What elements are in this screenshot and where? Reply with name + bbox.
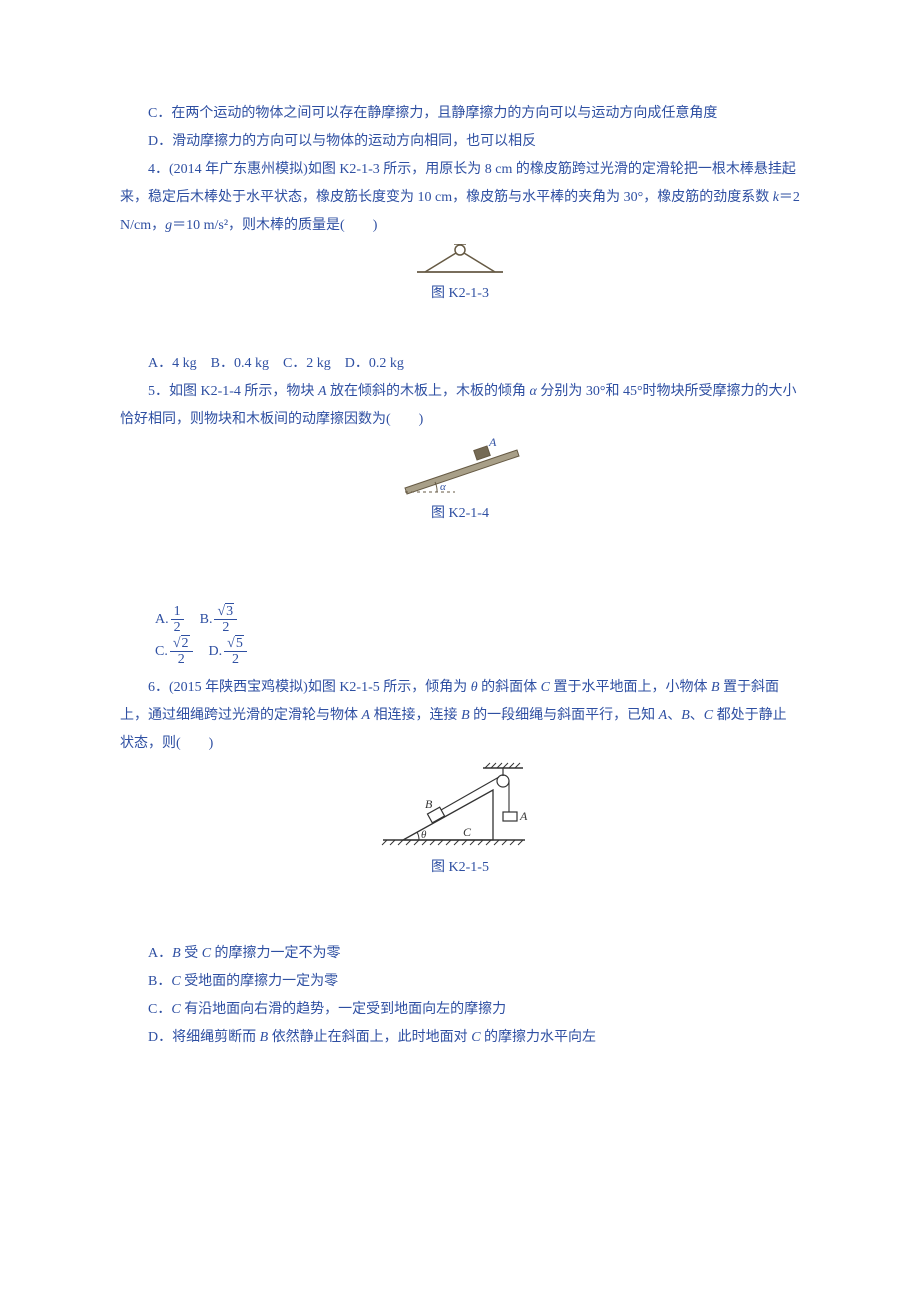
q6-opt-c-pre: C．	[148, 1002, 171, 1017]
q5-opt-d-den: 2	[224, 652, 247, 667]
q6-opt-a-mid: 受	[181, 946, 202, 961]
q6-stem-g: 、	[667, 708, 681, 723]
q5-opt-b-prefix: B.	[200, 612, 213, 627]
q6-b3: B	[681, 708, 690, 723]
q6-stem-g2: 、	[690, 708, 704, 723]
q6-option-c: C．C 有沿地面向右滑的趋势，一定受到地面向左的摩擦力	[120, 996, 800, 1024]
q6-opt-b-post: 受地面的摩擦力一定为零	[181, 974, 339, 989]
q6-opt-a-pre: A．	[148, 946, 172, 961]
q6-stem-c: 置于水平地面上，小物体	[550, 680, 711, 695]
q5-opt-d-num: 5	[224, 636, 247, 652]
q6-opt-c-post: 有沿地面向右滑的趋势，一定受到地面向左的摩擦力	[181, 1002, 507, 1017]
q4-stem: 4．(2014 年广东惠州模拟)如图 K2-1-3 所示，用原长为 8 cm 的…	[120, 156, 800, 240]
q4-g-eq: ＝10 m/s²，则木棒的质量是( )	[172, 218, 377, 233]
q6-option-a: A．B 受 C 的摩擦力一定不为零	[120, 940, 800, 968]
svg-text:A: A	[488, 438, 497, 449]
q6-opt-c-c: C	[171, 1002, 180, 1017]
q6-option-d: D．将细绳剪断而 B 依然静止在斜面上，此时地面对 C 的摩擦力水平向左	[120, 1024, 800, 1052]
q5-opt-b-frac: 32	[214, 604, 237, 636]
q6-theta: θ	[471, 680, 478, 695]
svg-text:C: C	[463, 825, 472, 839]
q5-options-row1: A.12 B.32	[155, 604, 800, 636]
q5-opt-d-rad: 5	[235, 635, 244, 651]
q6-opt-a-c: C	[202, 946, 211, 961]
q5-opt-a-den: 2	[171, 620, 184, 635]
q3-option-d: D．滑动摩擦力的方向可以与物体的运动方向相同，也可以相反	[120, 128, 800, 156]
q6-diagram-svg: θ B A C	[375, 762, 545, 852]
q4-stem-a: 4．(2014 年广东惠州模拟)如图 K2-1-3 所示，用原长为 8 cm 的…	[120, 162, 796, 205]
q6-figure: θ B A C 图 K2-1-5	[120, 762, 800, 882]
q5-options: A.12 B.32 C.22 D.52	[120, 604, 800, 668]
q6-opt-a-post: 的摩擦力一定不为零	[211, 946, 341, 961]
svg-text:B: B	[425, 797, 433, 811]
q6-stem-e: 相连接，连接	[370, 708, 461, 723]
q5-opt-c-frac: 22	[170, 636, 193, 668]
q6-c2: C	[704, 708, 713, 723]
q6-opt-b-c: C	[171, 974, 180, 989]
q4-fig-caption: 图 K2-1-3	[120, 280, 800, 308]
q6-a1: A	[362, 708, 371, 723]
q6-stem: 6．(2015 年陕西宝鸡模拟)如图 K2-1-5 所示，倾角为 θ 的斜面体 …	[120, 674, 800, 758]
q6-opt-d-b: B	[260, 1030, 269, 1045]
q5-opt-c-prefix: C.	[155, 644, 168, 659]
q5-options-row2: C.22 D.52	[155, 636, 800, 668]
q4-diagram-svg	[405, 244, 515, 278]
q5-opt-c-den: 2	[170, 652, 193, 667]
q5-stem-a: 5．如图 K2-1-4 所示，物块	[148, 384, 318, 399]
q6-option-b: B．C 受地面的摩擦力一定为零	[120, 968, 800, 996]
q5-opt-c-num: 2	[170, 636, 193, 652]
q6-opt-d-mid: 依然静止在斜面上，此时地面对	[268, 1030, 471, 1045]
q5-fig-caption: 图 K2-1-4	[120, 500, 800, 528]
q5-figure: A α 图 K2-1-4	[120, 438, 800, 528]
q6-fig-caption: 图 K2-1-5	[120, 854, 800, 882]
q5-stem: 5．如图 K2-1-4 所示，物块 A 放在倾斜的木板上，木板的倾角 α 分别为…	[120, 378, 800, 434]
q4-figure: 图 K2-1-3	[120, 244, 800, 308]
q6-opt-d-pre: D．将细绳剪断而	[148, 1030, 260, 1045]
svg-text:A: A	[519, 809, 528, 823]
q5-alpha: α	[530, 384, 537, 399]
q6-stem-a: 6．(2015 年陕西宝鸡模拟)如图 K2-1-5 所示，倾角为	[148, 680, 471, 695]
q6-stem-b: 的斜面体	[478, 680, 541, 695]
q6-opt-a-b: B	[172, 946, 181, 961]
q4-options: A．4 kg B．0.4 kg C．2 kg D．0.2 kg	[120, 350, 800, 378]
q5-opt-b-den: 2	[214, 620, 237, 635]
q3-option-c: C．在两个运动的物体之间可以存在静摩擦力，且静摩擦力的方向可以与运动方向成任意角…	[120, 100, 800, 128]
q5-opt-d-frac: 52	[224, 636, 247, 668]
q6-opt-d-post: 的摩擦力水平向左	[481, 1030, 597, 1045]
q5-stem-b: 放在倾斜的木板上，木板的倾角	[327, 384, 530, 399]
q6-stem-f: 的一段细绳与斜面平行，已知	[470, 708, 659, 723]
q6-c1: C	[541, 680, 550, 695]
q6-b2: B	[461, 708, 470, 723]
q5-opt-a-prefix: A.	[155, 612, 169, 627]
q5-opt-b-rad: 3	[225, 603, 234, 619]
q6-b1: B	[711, 680, 720, 695]
q5-opt-a-num: 1	[171, 604, 184, 620]
q5-opt-b-num: 3	[214, 604, 237, 620]
q5-opt-a-frac: 12	[171, 604, 184, 636]
q6-opt-b-pre: B．	[148, 974, 171, 989]
svg-text:θ: θ	[421, 829, 427, 841]
q5-opt-d-prefix: D.	[209, 644, 223, 659]
q6-a2: A	[659, 708, 668, 723]
q5-diagram-svg: A α	[385, 438, 535, 498]
svg-text:α: α	[440, 481, 446, 493]
q5-a-var: A	[318, 384, 327, 399]
q5-opt-c-rad: 2	[181, 635, 190, 651]
q6-opt-d-c: C	[471, 1030, 480, 1045]
